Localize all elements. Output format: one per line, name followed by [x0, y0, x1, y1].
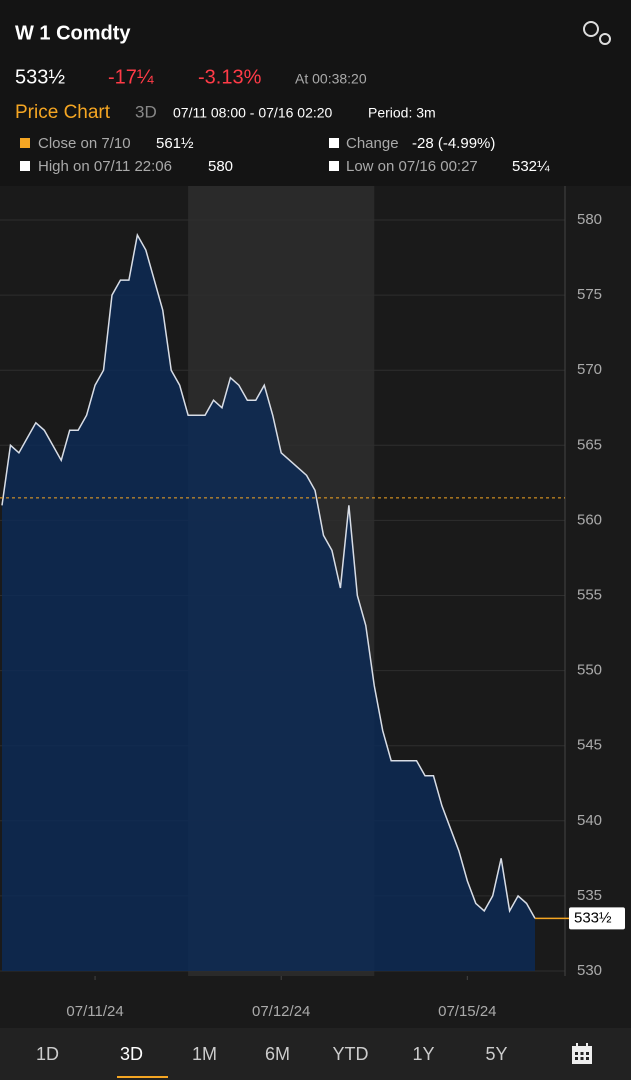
period-range: 07/11 08:00 - 07/16 02:20	[173, 105, 333, 121]
stat-value: 580	[208, 158, 233, 175]
title: W 1 Comdty	[15, 22, 131, 44]
stat-label: Close on 7/10	[38, 135, 131, 152]
y-tick-label: 540	[577, 812, 602, 829]
x-tick-label: 07/15/24	[438, 1003, 496, 1020]
range-tab[interactable]: 6M	[264, 1044, 290, 1064]
range-tab[interactable]: 1D	[35, 1044, 59, 1064]
stat-value: 532¼	[512, 158, 550, 175]
legend-swatch	[329, 138, 339, 148]
x-tick-label: 07/11/24	[66, 1003, 123, 1020]
time: At 00:38:20	[295, 71, 367, 87]
x-tick-label: 07/12/24	[252, 1003, 310, 1020]
stat-label: Low on 07/16 00:27	[346, 158, 478, 175]
period: Period: 3m	[368, 105, 436, 121]
price-line	[1, 232, 536, 919]
screen: W 1 Comdty 533½ -17¼ -3.13% At 00:38:20 …	[0, 21, 625, 1020]
stat-value: -28 (-4.99%)	[412, 135, 495, 152]
last-label-bg	[569, 907, 625, 930]
range-tab[interactable]: YTD	[332, 1044, 369, 1064]
range-tab[interactable]: 1M	[191, 1044, 217, 1064]
legend-swatch	[20, 161, 30, 171]
range-tab[interactable]: 3D	[95, 1028, 168, 1080]
y-tick-label: 545	[577, 737, 602, 754]
y-tick-label: 530	[577, 962, 602, 979]
calendar-icon	[572, 1043, 592, 1064]
y-tick-label: 550	[577, 662, 602, 679]
settings-icon[interactable]	[583, 21, 611, 45]
calendar-button[interactable]	[533, 1028, 631, 1080]
last-price: 533½	[15, 66, 65, 88]
y-tick-label: 575	[577, 286, 602, 303]
y-tick-label: 555	[577, 586, 602, 603]
stat-value: 561½	[156, 135, 194, 152]
y-tick-label: 565	[577, 436, 602, 453]
range-tab[interactable]: 1Y	[412, 1044, 435, 1064]
stat-label: Change	[346, 135, 399, 152]
y-tick-label: 570	[577, 361, 602, 378]
chart-label: Price Chart	[15, 102, 111, 123]
legend-swatch	[329, 161, 339, 171]
stat-label: High on 07/11 22:06	[38, 158, 172, 175]
change: -17¼	[108, 66, 154, 88]
change-pct: -3.13%	[198, 66, 262, 88]
range-tab[interactable]: 5Y	[485, 1044, 508, 1064]
y-tick-label: 535	[577, 887, 602, 904]
y-tick-label: 580	[577, 211, 602, 228]
last-label: 533½	[574, 909, 612, 926]
range-tab[interactable]: 3D	[135, 102, 157, 121]
y-tick-label: 560	[577, 511, 602, 528]
area	[2, 235, 535, 971]
legend-swatch	[20, 138, 30, 148]
tab-bar: 1D 3D 1M 6M YTD 1Y 5Y	[0, 1028, 631, 1080]
